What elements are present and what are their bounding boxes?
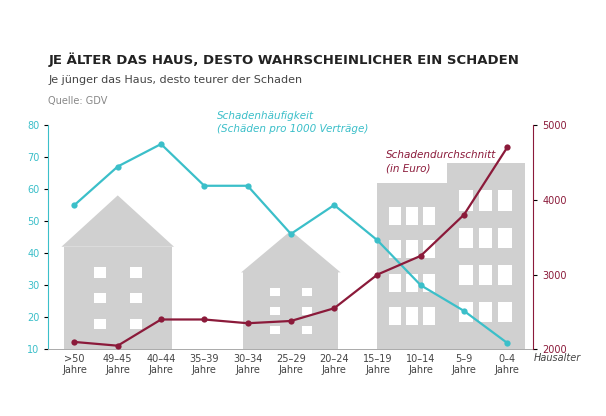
Bar (479, 228, 493, 248)
Bar (479, 190, 493, 211)
Bar (388, 273, 401, 292)
Text: Schadendurchschnitt
(in Euro): Schadendurchschnitt (in Euro) (386, 151, 496, 173)
Bar (378, 183, 447, 349)
Bar (130, 319, 142, 329)
Bar (459, 228, 473, 248)
Bar (302, 288, 312, 295)
Bar (424, 207, 436, 225)
Bar (270, 326, 280, 334)
Text: Je jünger das Haus, desto teurer der Schaden: Je jünger das Haus, desto teurer der Sch… (48, 75, 302, 85)
Bar (498, 190, 512, 211)
Bar (498, 265, 512, 285)
Bar (459, 265, 473, 285)
Bar (479, 302, 493, 322)
Bar (498, 228, 512, 248)
Bar (270, 307, 280, 315)
Bar (243, 272, 339, 349)
Text: Hausalter: Hausalter (533, 353, 581, 363)
Bar (94, 293, 105, 303)
Bar (302, 307, 312, 315)
Bar (459, 190, 473, 211)
Bar (130, 267, 142, 277)
Bar (94, 267, 105, 277)
Bar (498, 302, 512, 322)
Bar (447, 163, 525, 349)
Text: Schadenhäufigkeit
(Schäden pro 1000 Verträge): Schadenhäufigkeit (Schäden pro 1000 Vert… (218, 111, 368, 134)
Bar (130, 293, 142, 303)
Bar (388, 307, 401, 325)
Bar (94, 319, 105, 329)
Bar (388, 207, 401, 225)
Polygon shape (241, 231, 341, 272)
Bar (424, 273, 436, 292)
Bar (270, 288, 280, 295)
Bar (406, 307, 418, 325)
Bar (406, 240, 418, 258)
Text: Quelle: GDV: Quelle: GDV (48, 96, 108, 106)
Bar (479, 265, 493, 285)
Bar (406, 207, 418, 225)
Bar (388, 240, 401, 258)
Bar (302, 326, 312, 334)
Bar (406, 273, 418, 292)
Polygon shape (61, 196, 174, 247)
Bar (424, 307, 436, 325)
Bar (459, 302, 473, 322)
Text: JE ÄLTER DAS HAUS, DESTO WAHRSCHEINLICHER EIN SCHADEN: JE ÄLTER DAS HAUS, DESTO WAHRSCHEINLICHE… (48, 53, 519, 67)
Bar (424, 240, 436, 258)
Bar (64, 247, 172, 349)
